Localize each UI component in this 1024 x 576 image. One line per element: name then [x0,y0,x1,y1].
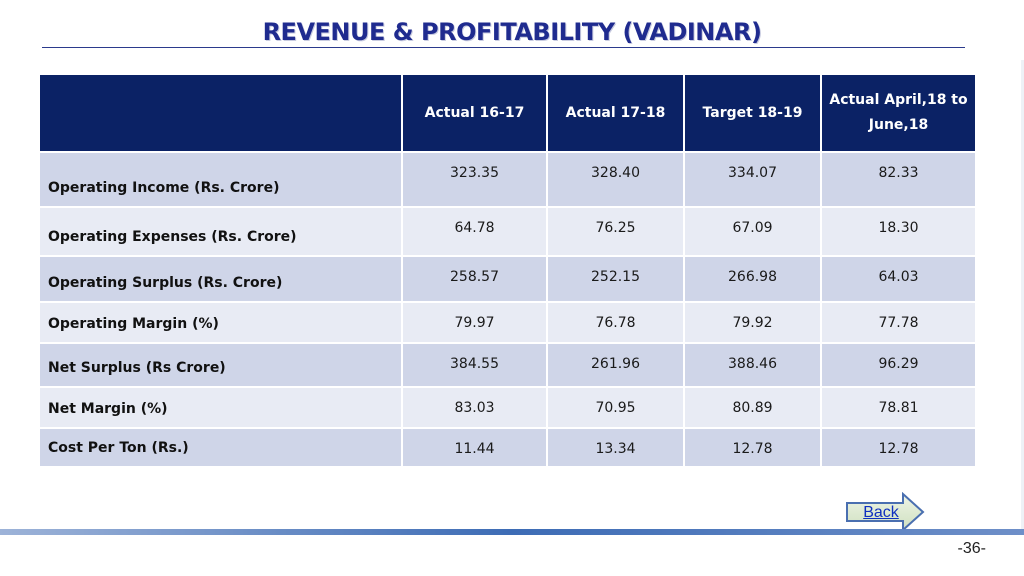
row-label: Cost Per Ton (Rs.) [40,427,403,466]
table-cell: 83.03 [402,386,548,428]
table-cell: 328.40 [547,151,685,207]
table-cell: 76.25 [547,206,685,256]
row-label: Operating Margin (%) [40,301,403,343]
table-row: Operating Expenses (Rs. Crore) 64.78 76.… [40,206,975,256]
row-label: Operating Expenses (Rs. Crore) [40,206,403,256]
back-arrow-icon [846,492,925,532]
table-cell: 12.78 [684,427,822,466]
title-underline [42,47,965,48]
row-label: Operating Income (Rs. Crore) [40,151,403,207]
table-cell: 12.78 [821,427,975,466]
table-cell: 67.09 [684,206,822,256]
table-row: Operating Income (Rs. Crore) 323.35 328.… [40,151,975,207]
back-button[interactable]: Back [845,492,925,532]
table-cell: 261.96 [547,342,685,387]
table-cell: 323.35 [402,151,548,207]
table-cell: 258.57 [402,255,548,302]
table-cell: 11.44 [402,427,548,466]
row-label: Operating Surplus (Rs. Crore) [40,255,403,302]
page-number: -36- [957,540,986,557]
revenue-table: Actual 16-17 Actual 17-18 Target 18-19 A… [40,75,975,466]
table-cell: 79.97 [402,301,548,343]
table-row: Operating Surplus (Rs. Crore) 258.57 252… [40,255,975,302]
row-label: Net Margin (%) [40,386,403,428]
table-cell: 77.78 [821,301,975,343]
table-cell: 64.03 [821,255,975,302]
header-actual-april-june: Actual April,18 to June,18 [821,75,975,152]
table-row: Cost Per Ton (Rs.) 11.44 13.34 12.78 12.… [40,427,975,466]
table-cell: 82.33 [821,151,975,207]
table-cell: 64.78 [402,206,548,256]
header-target-18-19: Target 18-19 [684,75,822,152]
table-cell: 80.89 [684,386,822,428]
table-cell: 252.15 [547,255,685,302]
table-cell: 266.98 [684,255,822,302]
header-actual-16-17: Actual 16-17 [402,75,548,152]
table-cell: 78.81 [821,386,975,428]
table-cell: 384.55 [402,342,548,387]
footer-bar [0,529,1024,535]
table-cell: 76.78 [547,301,685,343]
table-cell: 18.30 [821,206,975,256]
table-header-row: Actual 16-17 Actual 17-18 Target 18-19 A… [40,75,975,152]
table-cell: 79.92 [684,301,822,343]
back-button-label: Back [863,504,899,521]
table-cell: 388.46 [684,342,822,387]
table-row: Net Margin (%) 83.03 70.95 80.89 78.81 [40,386,975,428]
table-cell: 70.95 [547,386,685,428]
table-cell: 96.29 [821,342,975,387]
header-actual-17-18: Actual 17-18 [547,75,685,152]
table-cell: 13.34 [547,427,685,466]
table-row: Net Surplus (Rs Crore) 384.55 261.96 388… [40,342,975,387]
table-row: Operating Margin (%) 79.97 76.78 79.92 7… [40,301,975,343]
slide-edge [1021,60,1024,530]
row-label: Net Surplus (Rs Crore) [40,342,403,387]
slide-title: REVENUE & PROFITABILITY (VADINAR) [262,18,762,46]
header-label-column [40,75,403,152]
table-cell: 334.07 [684,151,822,207]
